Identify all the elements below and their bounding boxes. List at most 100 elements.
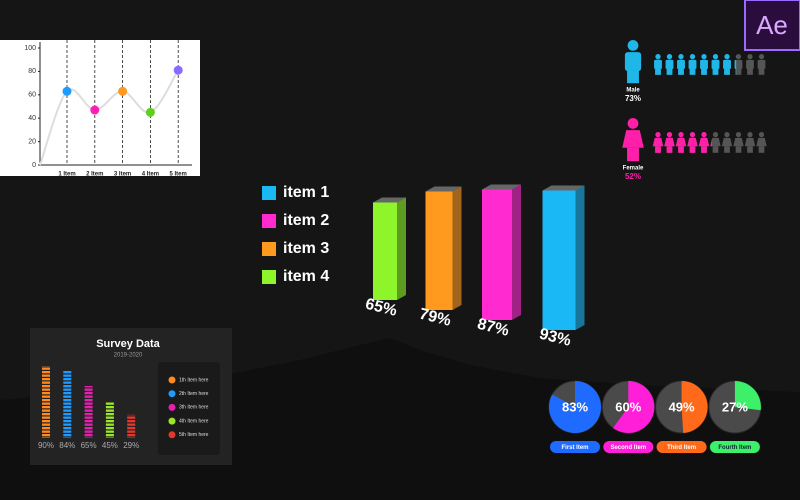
app-badge xyxy=(744,0,800,51)
icon-legs xyxy=(655,146,661,153)
icon-head xyxy=(678,132,684,138)
value-label: 29% xyxy=(123,441,139,450)
legend-swatch xyxy=(262,186,276,200)
value-label: 90% xyxy=(38,441,54,450)
bar-side xyxy=(452,186,462,310)
icon-body xyxy=(746,59,754,69)
icon-head xyxy=(655,132,661,138)
icon-body xyxy=(652,137,664,147)
point xyxy=(145,107,155,117)
legend-label: First Item xyxy=(561,445,588,451)
icon-body xyxy=(710,137,721,147)
legend-pill xyxy=(603,441,654,453)
icon-body xyxy=(698,137,710,147)
icon-legs xyxy=(655,68,661,75)
icon-body xyxy=(734,59,737,69)
icon-legs xyxy=(758,68,765,75)
point xyxy=(62,86,72,96)
legend-label: 5th Item here xyxy=(179,432,209,438)
x-tick-label: 4 Item xyxy=(142,172,159,178)
icon-body xyxy=(687,137,698,147)
icon-body xyxy=(624,52,642,72)
icon-head xyxy=(735,55,737,58)
legend-dot xyxy=(168,390,176,398)
icon-row-filled xyxy=(654,54,737,75)
legend-label: 1th Item here xyxy=(179,377,209,383)
legend-pill xyxy=(656,441,707,453)
icon-head xyxy=(701,54,707,60)
value-label: 83% xyxy=(562,399,588,414)
icon-legs xyxy=(689,146,696,153)
point xyxy=(118,86,128,96)
legend-label: item 2 xyxy=(283,212,329,229)
bar xyxy=(482,189,512,320)
icon-legs xyxy=(735,68,742,75)
value-label: 27% xyxy=(722,399,748,414)
icon-body xyxy=(665,59,674,69)
icon-body xyxy=(688,59,697,69)
bar xyxy=(425,191,453,310)
x-tick-label: 2 Item xyxy=(86,172,103,178)
x-tick-label: 3 Item xyxy=(114,172,131,178)
icon-legs xyxy=(666,68,673,75)
legend-label: 2th Item here xyxy=(179,391,209,397)
legend-label: item 3 xyxy=(283,240,329,257)
icon-legs xyxy=(701,68,707,75)
value-label: 60% xyxy=(615,399,641,414)
icon-head xyxy=(758,54,765,60)
icon-head xyxy=(627,40,639,51)
icon-head xyxy=(655,54,661,60)
icon-head xyxy=(666,132,673,138)
bar-3d xyxy=(482,184,521,320)
point xyxy=(90,105,100,115)
value-label: 49% xyxy=(669,399,695,414)
legend-label: 4th Item here xyxy=(179,418,209,424)
icon-legs xyxy=(747,146,753,153)
icon-body xyxy=(675,137,687,147)
icon-body xyxy=(757,59,766,69)
icon-legs xyxy=(666,146,673,153)
icon-head xyxy=(689,54,696,60)
icon-head xyxy=(712,132,719,138)
legend-pill xyxy=(709,441,760,453)
icon-legs xyxy=(678,68,684,75)
icon-legs xyxy=(724,68,730,75)
legend-dot xyxy=(168,403,176,411)
category-label: Female xyxy=(623,166,644,172)
legend-label: 3th Item here xyxy=(179,405,209,411)
legend-label: Second Item xyxy=(610,445,646,451)
pie-slice xyxy=(613,381,655,433)
app-badge-text: Ae xyxy=(756,10,788,40)
icon-head xyxy=(735,132,742,138)
legend-label: item 1 xyxy=(283,184,329,201)
bar-top xyxy=(373,197,406,203)
icon-legs xyxy=(758,146,765,153)
y-tick-label: 0 xyxy=(32,162,36,169)
icon-head xyxy=(712,54,719,60)
icon-legs xyxy=(627,147,639,162)
legend-label: Fourth Item xyxy=(718,445,751,451)
bar-side xyxy=(512,184,521,320)
icon-head xyxy=(758,132,765,138)
y-tick-label: 80 xyxy=(28,68,36,75)
legend-swatch xyxy=(262,214,276,228)
category-label: Male xyxy=(626,88,640,94)
legend-dot xyxy=(168,376,176,384)
x-tick-label: 5 Item xyxy=(170,172,187,178)
icon-head xyxy=(689,132,696,138)
pie-slice xyxy=(548,381,601,434)
y-tick-label: 60 xyxy=(28,92,36,99)
legend-swatch xyxy=(262,242,276,256)
bar-top xyxy=(425,186,462,192)
icon-body xyxy=(744,137,756,147)
y-tick-label: 20 xyxy=(28,138,36,145)
icon-legs xyxy=(712,146,719,153)
icon-body xyxy=(700,59,708,69)
value-label: 45% xyxy=(102,441,118,450)
value-label: 52% xyxy=(625,172,641,181)
bar-3d xyxy=(373,197,406,300)
chart-title: Survey Data xyxy=(96,338,160,350)
icon-body xyxy=(733,137,744,147)
bar xyxy=(42,366,50,438)
